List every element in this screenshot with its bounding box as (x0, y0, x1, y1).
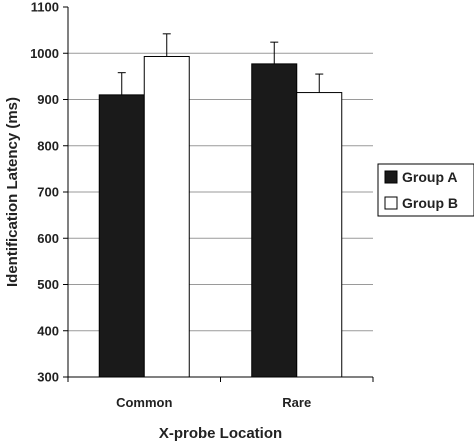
y-tick-label: 1000 (30, 46, 59, 61)
y-tick-label: 600 (37, 231, 59, 246)
bar (296, 92, 343, 378)
bar (98, 94, 145, 378)
y-tick-label: 1100 (31, 0, 59, 15)
bar (251, 63, 298, 378)
legend-swatch (384, 196, 398, 210)
legend-label: Group A (402, 169, 457, 185)
legend-label: Group B (402, 195, 458, 211)
y-tick-label: 900 (37, 92, 59, 107)
y-tick-label: 800 (37, 138, 59, 153)
legend: Group A Group B (377, 163, 474, 217)
x-tick-label: Rare (282, 395, 311, 410)
y-tick-label: 400 (37, 323, 59, 338)
y-axis-ticks: 300 400 500 600 700 800 900 1000 1100 (30, 0, 68, 385)
y-tick-label: 300 (37, 370, 59, 385)
x-axis-ticks: Common Rare (67, 377, 374, 410)
y-axis-title: Identification Latency (ms) (4, 97, 21, 287)
bars (98, 33, 343, 378)
x-axis-title: X-probe Location (159, 425, 282, 442)
legend-swatch (384, 170, 398, 184)
y-tick-label: 500 (37, 277, 59, 292)
x-tick-label: Common (116, 395, 172, 410)
bar (143, 55, 190, 378)
y-tick-label: 700 (37, 185, 59, 200)
